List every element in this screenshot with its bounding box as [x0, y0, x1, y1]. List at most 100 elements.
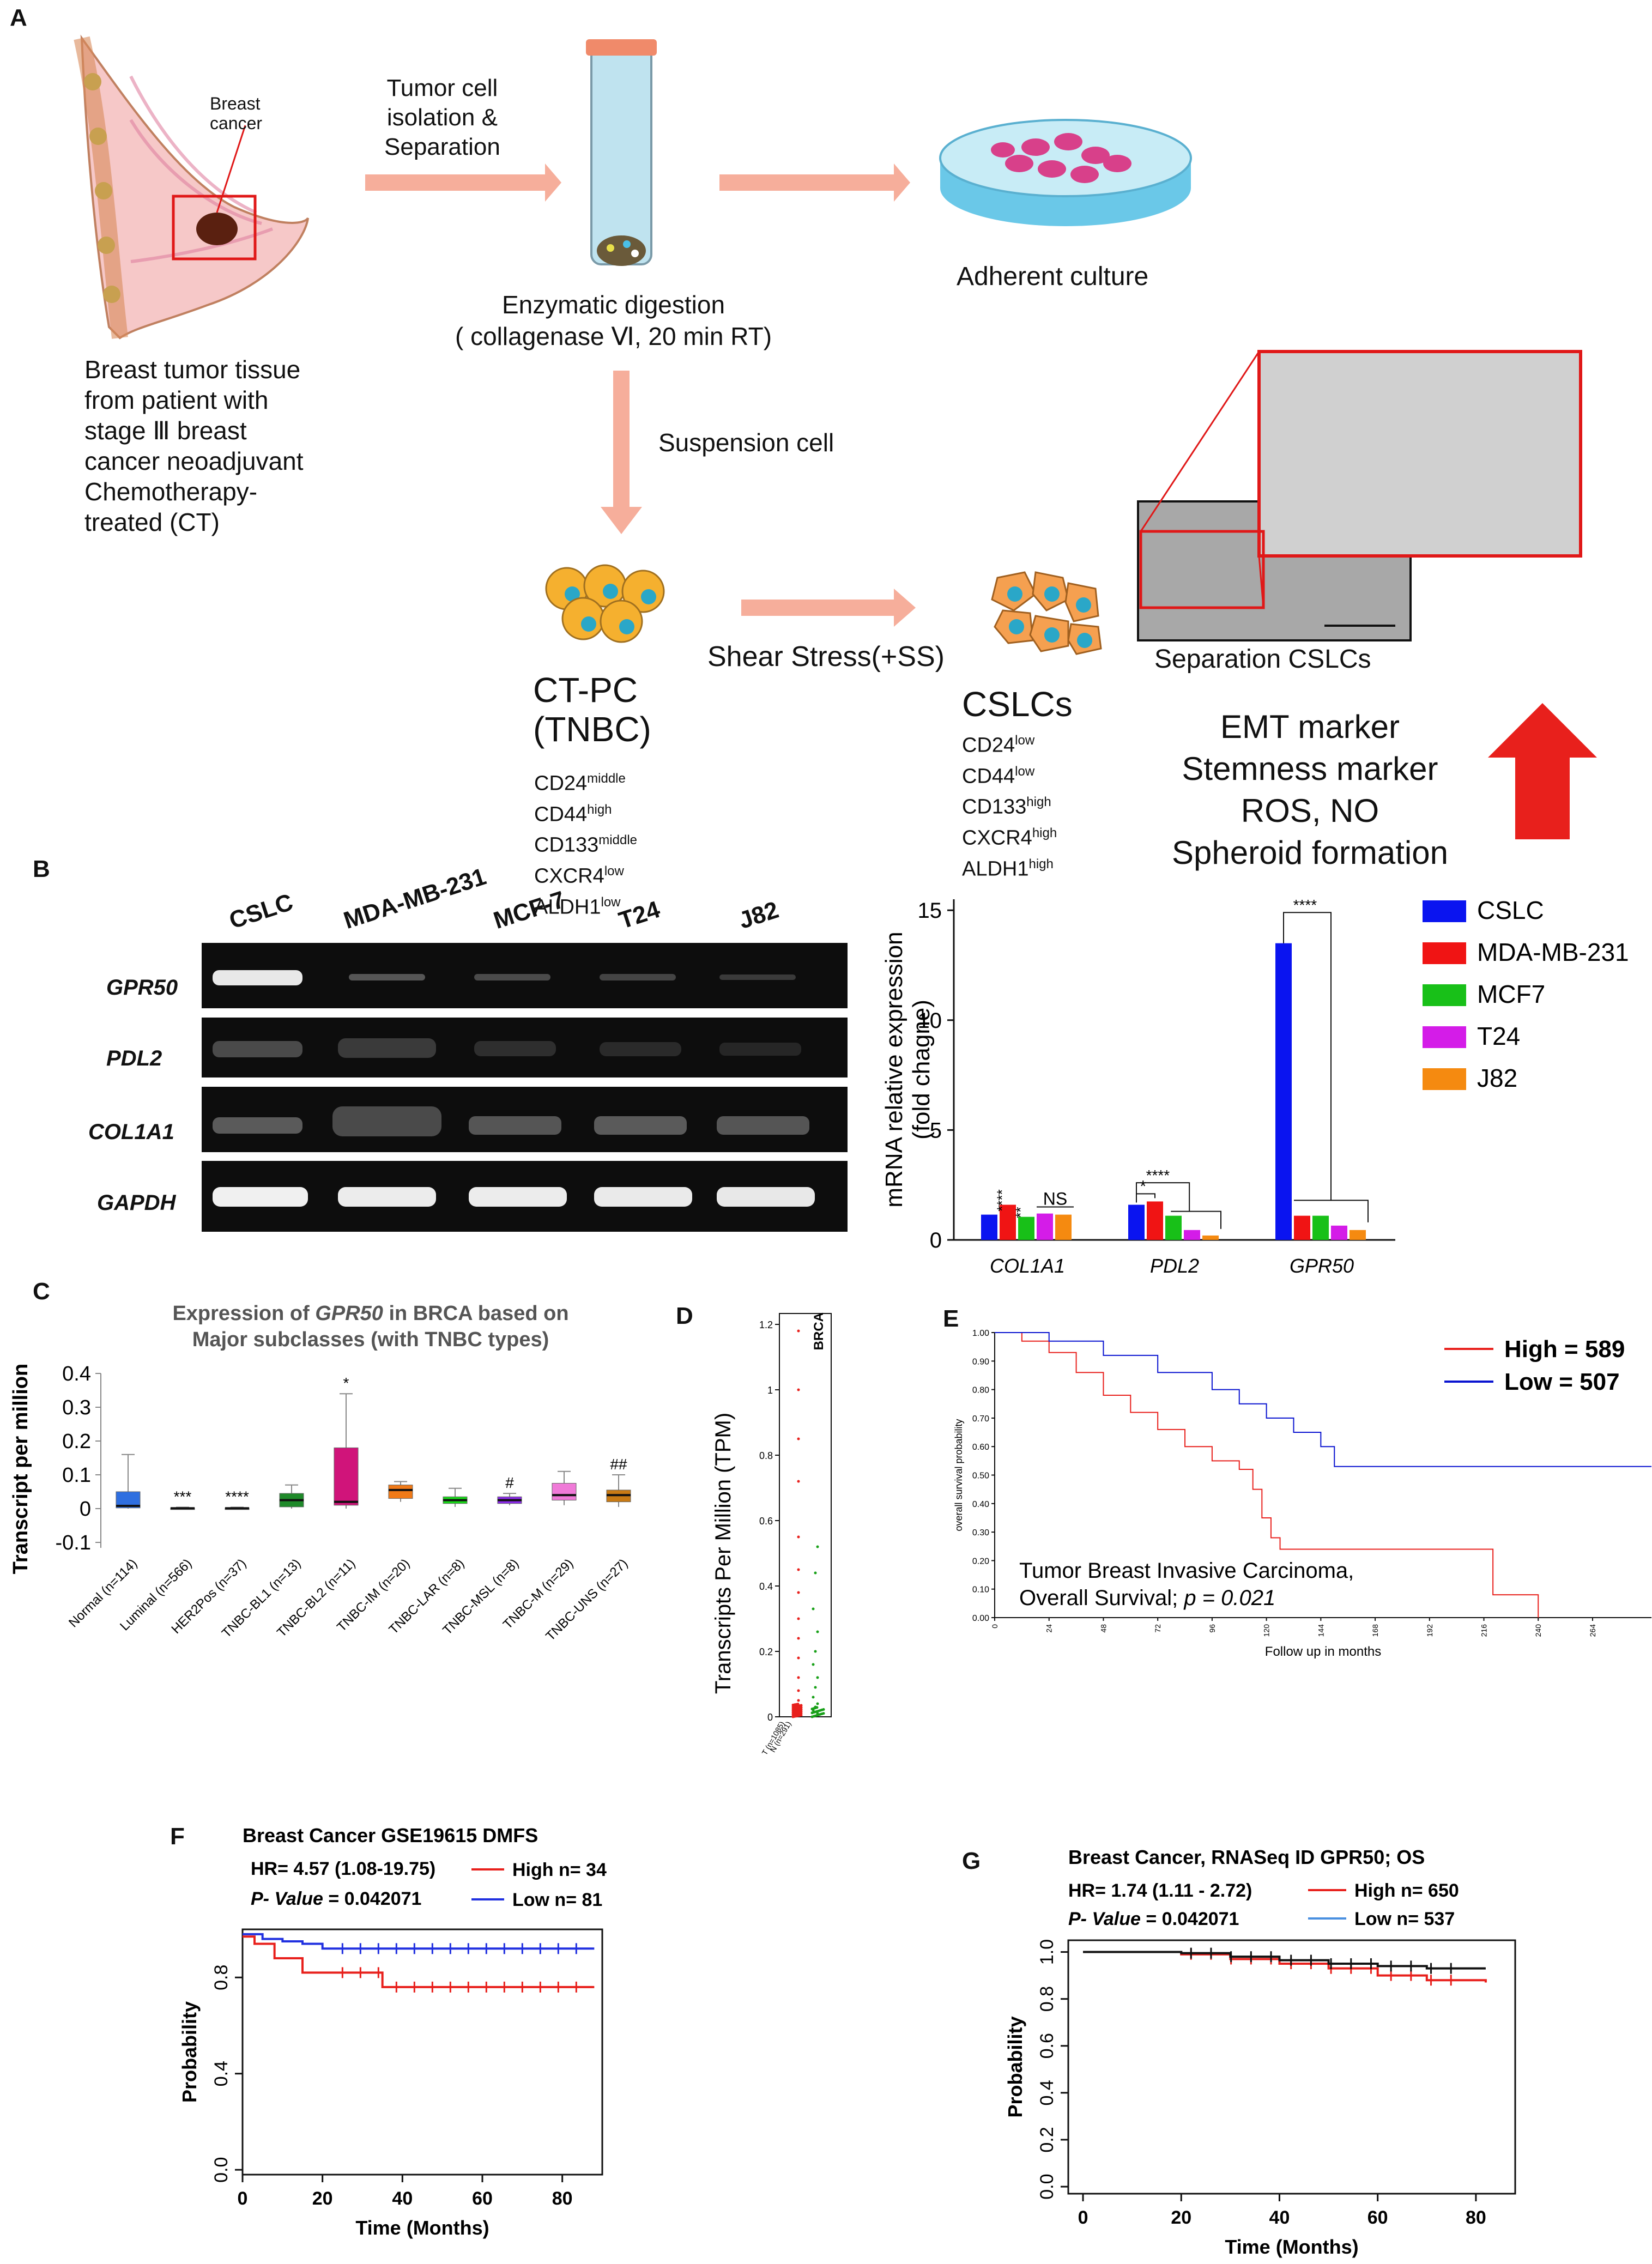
dot-normal: [822, 1708, 825, 1711]
petri-dish-icon: [939, 119, 1192, 226]
plot-frame: [779, 1313, 832, 1717]
p-value: P- Value = 0.042071: [1068, 1909, 1239, 1929]
annotation-line2: Overall Survival; p = 0.021: [1019, 1586, 1275, 1610]
legend-label-high: High n= 34: [512, 1860, 607, 1880]
suspension-cell-label: Suspension cell: [658, 428, 834, 457]
sig-bracket: [1283, 912, 1369, 1222]
km-plot-dmfs-f: Breast Cancer GSE19615 DMFS HR= 4.57 (1.0…: [178, 1824, 607, 2239]
gel-image: [202, 943, 848, 1232]
dot-tumor: [797, 1480, 800, 1483]
x-tick-label: 216: [1480, 1624, 1488, 1637]
x-tick-label: 0: [1078, 2207, 1088, 2228]
dot-tumor: [797, 1676, 800, 1679]
bar-GPR50-J82: [1350, 1230, 1366, 1240]
legend-label-MCF7: MCF7: [1477, 980, 1545, 1008]
x-tick-label: 0: [238, 2188, 248, 2209]
y-axis-label: Probability: [178, 2001, 201, 2103]
y-tick-label: 0.70: [972, 1414, 989, 1424]
dot-normal: [814, 1650, 817, 1653]
y-tick-label: 0.4: [759, 1581, 773, 1592]
y-tick-label: 0.20: [972, 1557, 989, 1566]
y-tick-label: 0.90: [972, 1357, 989, 1366]
y-tick-label: 0.6: [759, 1516, 773, 1527]
box-plot-gpr50-brca: Expression of GPR50 in BRCA based on Majo…: [9, 1302, 631, 1644]
annotation-text: Overall Survival;: [1019, 1586, 1184, 1610]
digestion-label: Enzymatic digestion( collagenase Ⅵ, 20 m…: [455, 290, 772, 350]
panel-label-c: C: [33, 1278, 50, 1305]
dot-tumor: [800, 1704, 803, 1707]
ctpc-markers: CD24middle CD44high CD133middle CXCR4low…: [534, 771, 637, 919]
legend-label-J82: J82: [1477, 1064, 1517, 1092]
chart-title: Breast Cancer, RNASeq ID GPR50; OS: [1068, 1846, 1425, 1868]
p-value-label: P- Value: [251, 1888, 323, 1909]
y-tick-label: 0.80: [972, 1386, 989, 1395]
km-line-Low: [995, 1332, 1651, 1467]
x-tick-label: 80: [1466, 2207, 1486, 2228]
dot-tumor: [797, 1437, 800, 1440]
y-tick-label: 0: [767, 1712, 773, 1723]
dot-normal: [816, 1545, 819, 1548]
bar-GPR50-MCF7: [1312, 1215, 1329, 1240]
y-tick-label: 0.4: [62, 1363, 91, 1385]
y-tick-label: 0.0: [211, 2157, 232, 2183]
dot-tumor: [797, 1329, 800, 1333]
y-tick-label: 15: [918, 899, 942, 923]
dot-normal: [814, 1571, 817, 1575]
plot-frame: [241, 1928, 603, 2176]
x-tick-label: 24: [1045, 1624, 1054, 1633]
x-tick-label: 120: [1262, 1624, 1271, 1637]
panel-label-a: A: [10, 4, 27, 31]
km-plot-overall-survival-e: 0.00 0.10 0.20 0.30 0.40 0.50 0.60 0.70 0.80 0.90…: [953, 1329, 1651, 1659]
sig-star: *: [1140, 1177, 1146, 1195]
dot-tumor: [796, 1703, 800, 1706]
hazard-ratio: HR= 1.74 (1.11 - 2.72): [1068, 1880, 1252, 1901]
x-tick-label: 144: [1316, 1624, 1325, 1637]
x-tick-label: 96: [1208, 1624, 1217, 1633]
bar-PDL2-J82: [1202, 1235, 1219, 1240]
sig-bracket: [1136, 1182, 1221, 1229]
box-8: [552, 1483, 577, 1500]
y-tick-label: 0.6: [1037, 2033, 1057, 2059]
panel-a-illustration: [74, 34, 1597, 839]
bar-GPR50-T24: [1331, 1225, 1347, 1240]
y-axis-label: Transcripts Per Million (TPM): [711, 1413, 735, 1694]
sig-marker: ****: [225, 1488, 249, 1505]
panel-label-e: E: [943, 1305, 959, 1332]
y-tick-label: 0.40: [972, 1500, 989, 1509]
km-plot-os-g: Breast Cancer, RNASeq ID GPR50; OS HR= 1.…: [1004, 1846, 1516, 2258]
x-tick-label: 80: [552, 2188, 573, 2209]
separation-cslc-label: Separation CSLCs: [1154, 645, 1371, 674]
bar-COL1A1-CSLC: [981, 1214, 997, 1240]
x-tick-label: 40: [1269, 2207, 1290, 2228]
chart-title: Breast Cancer GSE19615 DMFS: [243, 1824, 538, 1847]
dot-tumor: [797, 1656, 800, 1660]
dot-normal: [812, 1663, 815, 1666]
dot-tumor: [797, 1388, 800, 1391]
dot-normal: [816, 1630, 819, 1633]
y-tick-label: 1.0: [1037, 1939, 1057, 1965]
dot-normal: [822, 1712, 825, 1715]
y-tick-label: 0.1: [62, 1464, 91, 1487]
sig-ns: NS: [1043, 1189, 1067, 1208]
sig-marker: #: [505, 1474, 514, 1491]
dot-normal: [812, 1607, 815, 1611]
p-value-label: P- Value: [1068, 1909, 1141, 1929]
p-value-number: = 0.042071: [1141, 1909, 1239, 1929]
legend-label-T24: T24: [1477, 1022, 1520, 1050]
gel-gene-col1a1: COL1A1: [88, 1120, 174, 1144]
dot-normal: [816, 1702, 819, 1705]
p-value-number: = 0.042071: [323, 1888, 422, 1909]
km-line-Low: [243, 1933, 595, 1950]
y-tick-label: 0.30: [972, 1528, 989, 1537]
annotation-pvalue: p = 0.021: [1183, 1586, 1275, 1610]
x-tick-label: 240: [1534, 1624, 1542, 1637]
x-tick-label: 20: [1171, 2207, 1191, 2228]
x-axis-label: Time (Months): [1225, 2236, 1358, 2258]
y-tick-label: 1: [767, 1385, 773, 1396]
panel-label-f: F: [170, 1823, 185, 1850]
legend-swatch-MCF7: [1423, 984, 1466, 1006]
bar-GPR50-MDA-MB-231: [1294, 1215, 1310, 1240]
y-tick-label: 0.2: [1037, 2127, 1057, 2152]
ctpc-cells-icon: [545, 564, 665, 643]
x-tick-label: 264: [1588, 1624, 1597, 1637]
